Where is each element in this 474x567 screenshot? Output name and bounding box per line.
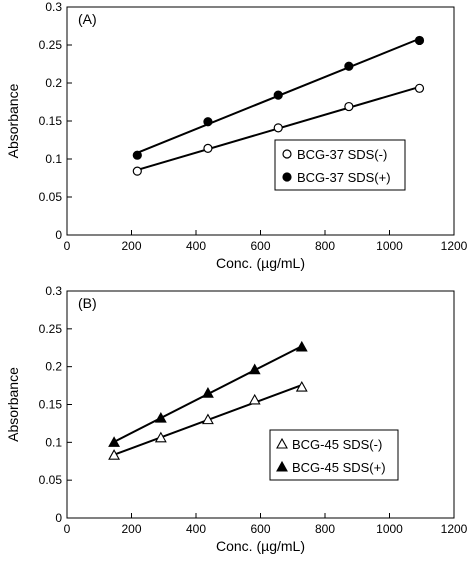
panel-b-x-axis-label: Conc. (µg/mL)	[216, 538, 305, 554]
panel-b-legend-label-2: BCG-45 SDS(+)	[292, 460, 386, 475]
panel-a-series-1-point	[414, 83, 425, 93]
panel-b-y-tick-label: 0.15	[39, 398, 63, 412]
panel-a-plot-frame	[66, 6, 455, 236]
panel-a-x-tick-label: 1000	[376, 239, 403, 253]
panel-a-y-tick-label: 0	[55, 228, 62, 242]
panel-a-legend-label-2: BCG-37 SDS(+)	[297, 170, 391, 185]
panel-a-x-tick-label: 0	[64, 239, 71, 253]
panel-b-legend-box	[269, 429, 399, 481]
panel-a-y-tick-label: 0.15	[39, 114, 63, 128]
panel-a-x-tick-label: 800	[315, 239, 335, 253]
panel-b-legend-marker-2	[276, 460, 288, 472]
panel-b-x-tick-label: 1000	[376, 522, 403, 536]
panel-b-series-1-point	[201, 413, 214, 425]
panel-b-series-1-point	[154, 431, 167, 443]
panel-b: 0 200 400 600 800 1000 1200 0 0.05 0.1 0.15 0.2 0.25…	[5, 284, 468, 554]
panel-b-legend: BCG-45 SDS(-) BCG-45 SDS(+)	[269, 429, 399, 481]
panel-a-panel-label: (A)	[78, 11, 97, 27]
panel-a: 0 200 400 600 800 1000 1200 0 0.05 0.1 0.15 0.2 0.25…	[5, 0, 468, 271]
panel-b-series-2-point	[295, 340, 308, 352]
panel-b-series-1-point	[108, 449, 121, 460]
panel-b-legend-label-1: BCG-45 SDS(-)	[292, 437, 382, 452]
panel-b-y-tick-label: 0.2	[45, 360, 62, 374]
panel-a-y-tick-label: 0.1	[45, 152, 62, 166]
panel-b-series-2-point	[248, 363, 261, 375]
panel-a-series-1-point	[132, 166, 142, 176]
panel-a-y-tick-label: 0.3	[45, 0, 62, 14]
panel-b-series-2-point	[108, 436, 121, 447]
panel-a-x-tick-label: 400	[186, 239, 206, 253]
panel-a-series-2-point	[203, 117, 213, 127]
panel-b-x-tick-label: 200	[121, 522, 141, 536]
panel-a-y-tick-label: 0.25	[39, 38, 63, 52]
panel-a-legend: BCG-37 SDS(-) BCG-37 SDS(+)	[274, 139, 406, 191]
panel-b-series-1-point	[295, 380, 308, 392]
panel-a-series-1-point	[344, 101, 354, 112]
panel-b-x-tick-label: 1200	[441, 522, 468, 536]
panel-b-y-tick-label: 0.25	[39, 322, 63, 336]
panel-a-series-2-point	[414, 35, 425, 46]
panel-a-x-tick-label: 1200	[441, 239, 468, 253]
panel-b-panel-label: (B)	[78, 295, 97, 311]
panel-b-y-axis-label: Absorbance	[5, 367, 21, 442]
panel-b-y-tick-label: 0.1	[45, 435, 62, 449]
panel-a-y-tick-label: 0.2	[45, 76, 62, 90]
panel-b-series-2-point	[154, 411, 167, 423]
panel-b-x-tick-label: 800	[315, 522, 335, 536]
panel-a-y-tick-label: 0.05	[39, 190, 63, 204]
panel-b-x-tick-label: 0	[64, 522, 71, 536]
panel-a-legend-label-1: BCG-37 SDS(-)	[297, 147, 387, 162]
panel-a-series-2-point	[344, 61, 354, 71]
panel-a-legend-box	[274, 139, 406, 191]
panel-a-x-axis-label: Conc. (µg/mL)	[216, 255, 305, 271]
panel-a-legend-marker-1	[282, 149, 292, 159]
panel-b-y-tick-label: 0.3	[45, 284, 62, 298]
panel-b-legend-marker-1	[276, 437, 288, 449]
panel-b-series-1-point	[248, 393, 261, 405]
panel-a-legend-marker-2	[282, 172, 292, 182]
panel-a-x-tick-label: 600	[250, 239, 270, 253]
panel-a-series-1-point	[203, 143, 213, 153]
panel-b-y-tick-label: 0	[55, 511, 62, 525]
panel-a-x-tick-label: 200	[121, 239, 141, 253]
panel-b-x-tick-label: 600	[250, 522, 270, 536]
panel-b-y-tick-label: 0.05	[39, 473, 63, 487]
panel-b-x-tick-label: 400	[186, 522, 206, 536]
panel-a-y-axis-label: Absorbance	[5, 83, 21, 158]
panel-b-series-2-point	[201, 387, 214, 398]
panel-a-series-1-point	[273, 123, 283, 133]
panel-a-series-2-point	[273, 90, 283, 100]
panel-a-series-2-point	[132, 150, 142, 160]
